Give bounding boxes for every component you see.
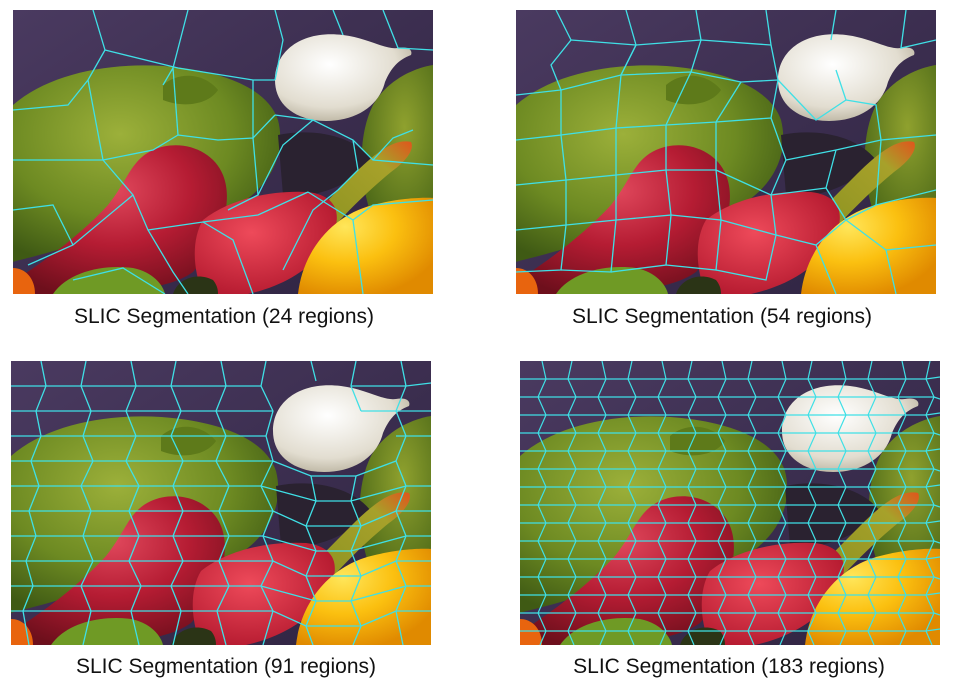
segmentation-image-54 — [516, 10, 936, 294]
caption-183-regions: SLIC Segmentation (183 regions) — [573, 655, 885, 678]
slic-overlay-183 — [520, 361, 940, 645]
slic-overlay-24 — [13, 10, 433, 294]
slic-overlay-54 — [516, 10, 936, 294]
caption-91-regions: SLIC Segmentation (91 regions) — [76, 655, 376, 678]
caption-24-regions: SLIC Segmentation (24 regions) — [74, 305, 374, 328]
segmentation-image-183 — [520, 361, 940, 645]
caption-54-regions: SLIC Segmentation (54 regions) — [572, 305, 872, 328]
segmentation-image-91 — [11, 361, 431, 645]
segmentation-image-24 — [13, 10, 433, 294]
slic-overlay-91 — [11, 361, 431, 645]
